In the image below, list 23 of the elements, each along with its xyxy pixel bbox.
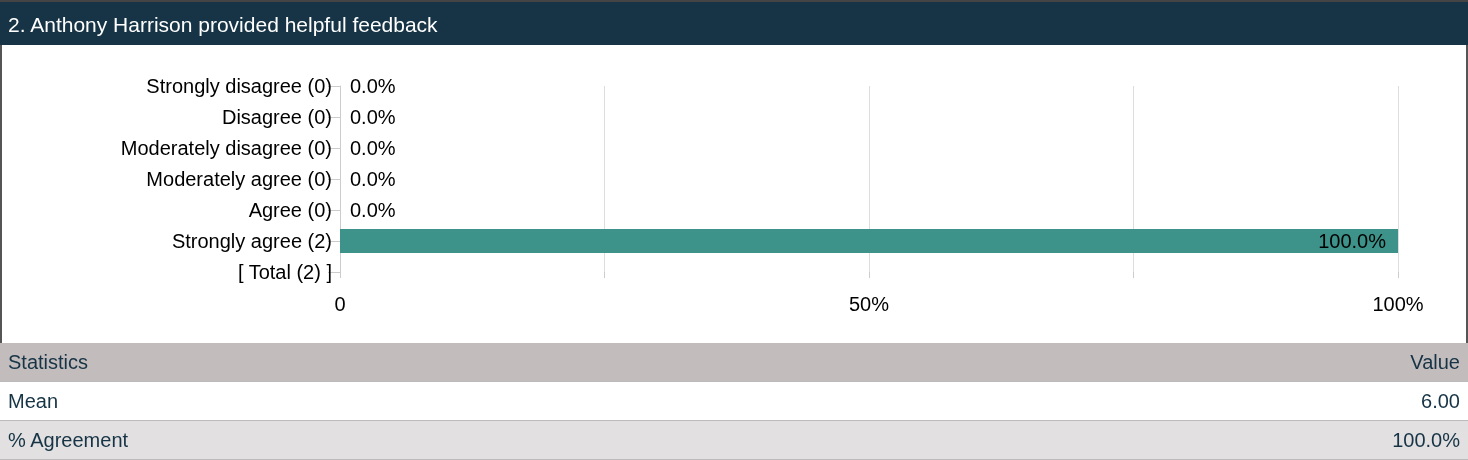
data-label: 0.0%: [350, 137, 396, 159]
text: 6.00: [908, 381, 1468, 421]
y-tick-label: [ Total (2) ]: [237, 261, 332, 283]
text: Value: [908, 343, 1468, 382]
data-label: 0.0%: [350, 75, 396, 97]
x-tick-label: 0: [334, 293, 346, 315]
y-tick-label: Agree (0): [248, 199, 332, 221]
y-tick-label: Moderately disagree (0): [120, 137, 332, 159]
data-label: 100.0%: [1318, 230, 1387, 252]
data-label: 0.0%: [350, 106, 396, 128]
text: % Agreement: [0, 420, 909, 460]
y-tick-label: Strongly agree (2): [171, 230, 332, 252]
text: 100.0%: [908, 420, 1468, 460]
data-label: 0.0%: [350, 199, 396, 221]
text: Mean: [0, 381, 909, 421]
y-tick-label: Moderately agree (0): [146, 168, 332, 190]
chart-title: 2. Anthony Harrison provided helpful feedback: [0, 0, 1468, 45]
y-tick-label: Strongly disagree (0): [146, 75, 332, 97]
x-tick-label: 50%: [848, 293, 890, 315]
data-label: 0.0%: [350, 168, 396, 190]
y-tick-label: Disagree (0): [221, 106, 332, 128]
x-tick-label: 100%: [1372, 293, 1424, 315]
text: Statistics: [0, 343, 909, 382]
